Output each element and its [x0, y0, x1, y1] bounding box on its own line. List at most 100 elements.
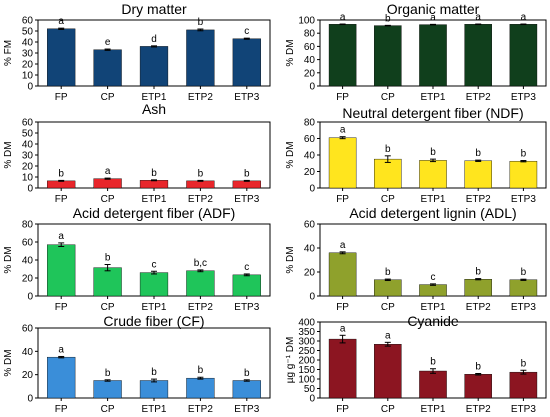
y-tick-label: 0 — [27, 82, 33, 93]
x-tick-label: ETP2 — [466, 92, 491, 103]
bar — [464, 374, 492, 399]
panel-title: Acid detergent lignin (ADL) — [349, 205, 516, 221]
significance-letter: a — [521, 12, 527, 23]
significance-letter: c — [431, 272, 436, 283]
y-tick-label: 60 — [22, 16, 34, 27]
bar — [186, 377, 215, 399]
panel-title: Acid detergent fiber (ADF) — [73, 205, 236, 221]
significance-letter: b — [58, 168, 64, 179]
y-tick-label: 20 — [304, 68, 316, 79]
panel-title: Neutral detergent fiber (NDF) — [342, 105, 523, 121]
bar — [93, 380, 122, 399]
bar — [419, 24, 447, 87]
significance-letter: b — [475, 361, 481, 372]
bar — [47, 356, 76, 399]
y-tick-label: 0 — [27, 292, 33, 303]
significance-letter: a — [340, 323, 346, 334]
panel-2: Organic matter % DM 0 20 40 60 80 100 a FP b CP a ETP… — [285, 1, 547, 103]
significance-letter: b — [521, 267, 527, 278]
x-tick-label: FP — [336, 404, 349, 415]
y-tick-label: 80 — [22, 220, 34, 231]
x-tick-label: ETP2 — [466, 194, 491, 205]
significance-letter: b — [151, 168, 157, 179]
significance-letter: a — [58, 344, 64, 355]
x-tick-label: CP — [381, 194, 395, 205]
bar — [509, 371, 538, 399]
bar — [139, 380, 169, 399]
x-tick-label: CP — [381, 404, 395, 415]
bar — [93, 267, 122, 297]
x-tick-label: ETP3 — [511, 302, 536, 313]
x-tick-label: ETP2 — [188, 92, 213, 103]
x-tick-label: FP — [55, 404, 68, 415]
x-tick-label: CP — [101, 302, 115, 313]
x-tick-label: FP — [55, 92, 68, 103]
y-tick-label: 40 — [22, 38, 34, 49]
y-tick-label: 20 — [22, 274, 34, 285]
y-tick-label: 400 — [298, 318, 315, 329]
bar — [464, 279, 492, 297]
significance-letter: c — [152, 259, 157, 270]
x-tick-label: FP — [55, 302, 68, 313]
y-axis-label: % FM — [3, 40, 14, 66]
bar — [186, 29, 215, 87]
significance-letter: d — [151, 34, 157, 45]
bar — [419, 160, 447, 189]
y-tick-label: 80 — [304, 29, 316, 40]
x-tick-label: ETP1 — [141, 92, 166, 103]
bar — [47, 180, 76, 189]
x-tick-label: ETP2 — [466, 404, 491, 415]
y-tick-label: 0 — [27, 184, 33, 195]
x-tick-label: ETP2 — [466, 302, 491, 313]
x-tick-label: CP — [381, 302, 395, 313]
y-tick-label: 150 — [298, 365, 315, 376]
y-tick-label: 40 — [22, 256, 34, 267]
x-tick-label: FP — [336, 194, 349, 205]
x-tick-label: ETP3 — [511, 404, 536, 415]
panel-5: Acid detergent fiber (ADF) % DM 0 20 40 60 80 a… — [3, 205, 271, 313]
bar — [509, 24, 538, 87]
bar — [374, 344, 402, 399]
panel-7: Crude fiber (CF) % DM 0 20 40 60 a FP b CP b ETP1 b E… — [3, 313, 271, 415]
x-tick-label: ETP1 — [141, 194, 166, 205]
y-axis-label: µg g⁻¹ DM — [285, 337, 296, 384]
x-tick-label: FP — [336, 92, 349, 103]
panel-6: Acid detergent lignin (ADL) % DM 0 20 40 60 a F… — [285, 205, 547, 313]
panel-title: Organic matter — [387, 1, 480, 17]
bar — [328, 338, 357, 399]
significance-letter: e — [105, 37, 111, 48]
significance-letter: b — [430, 147, 436, 158]
y-tick-label: 40 — [304, 151, 316, 162]
y-tick-label: 300 — [298, 337, 315, 348]
significance-letter: a — [105, 166, 111, 177]
y-tick-label: 10 — [22, 71, 34, 82]
y-tick-label: 40 — [22, 347, 34, 358]
significance-letter: b,c — [194, 258, 207, 269]
bar — [93, 178, 122, 189]
y-tick-label: 20 — [304, 167, 316, 178]
y-axis-label: % DM — [3, 349, 14, 376]
x-tick-label: CP — [101, 404, 115, 415]
bar — [464, 24, 492, 87]
y-tick-label: 0 — [309, 292, 315, 303]
significance-letter: a — [340, 125, 346, 136]
significance-letter: c — [244, 26, 249, 37]
significance-letter: b — [475, 148, 481, 159]
bar — [186, 180, 215, 189]
panel-title: Ash — [142, 101, 166, 117]
y-tick-label: 100 — [298, 375, 315, 386]
y-tick-label: 60 — [304, 134, 316, 145]
y-tick-label: 350 — [298, 327, 315, 338]
y-tick-label: 10 — [22, 173, 34, 184]
significance-letter: a — [340, 12, 346, 23]
bar — [232, 38, 261, 87]
panel-title: Cyanide — [407, 313, 459, 329]
x-tick-label: ETP1 — [141, 404, 166, 415]
significance-letter: b — [385, 267, 391, 278]
bar — [464, 160, 492, 189]
y-tick-label: 60 — [304, 220, 316, 231]
significance-letter: a — [385, 330, 391, 341]
y-tick-label: 0 — [27, 394, 33, 405]
bar — [139, 272, 169, 297]
y-tick-label: 60 — [22, 324, 34, 335]
